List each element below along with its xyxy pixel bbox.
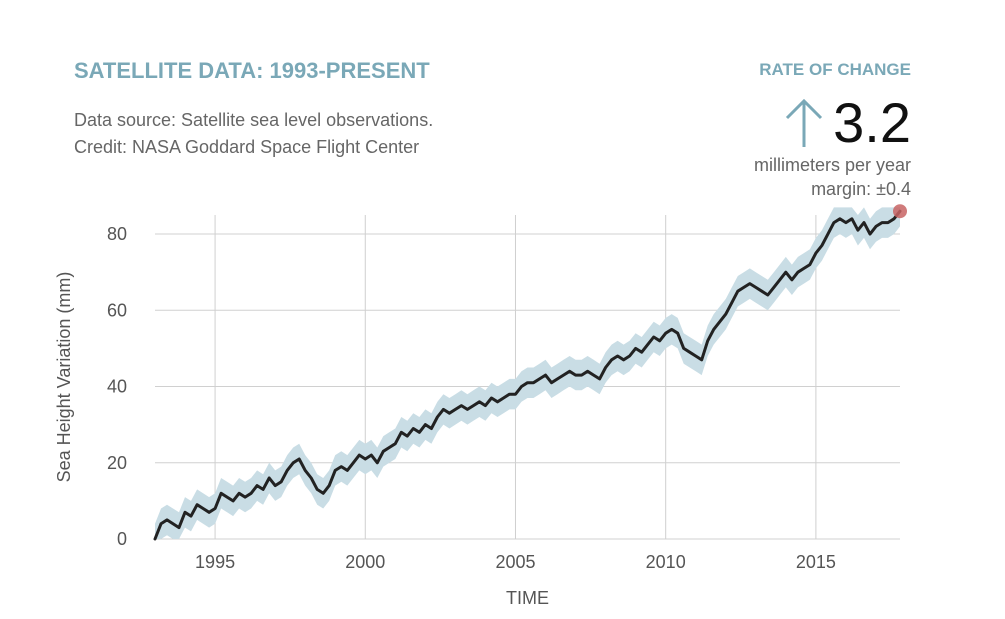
y-tick-label: 40 <box>107 377 127 397</box>
x-tick-label: 2005 <box>495 552 535 572</box>
x-tick-label: 2015 <box>796 552 836 572</box>
rate-of-change-heading: RATE OF CHANGE <box>759 60 911 79</box>
data-source-credit: Data source: Satellite sea level observa… <box>74 107 433 161</box>
axis-titles: TIME Sea Height Variation (mm) <box>54 272 549 608</box>
y-tick-label: 0 <box>117 529 127 549</box>
y-axis-title: Sea Height Variation (mm) <box>54 272 74 483</box>
credit-line: Credit: NASA Goddard Space Flight Center <box>74 137 420 157</box>
x-axis-title: TIME <box>506 588 549 608</box>
x-tick-label: 2010 <box>646 552 686 572</box>
rate-value: 3.2 <box>833 91 911 154</box>
x-tick-label: 1995 <box>195 552 235 572</box>
rate-unit: millimeters per year <box>753 155 911 175</box>
rate-value-row: 3.2 <box>783 88 911 158</box>
grid-lines <box>155 215 900 540</box>
uncertainty-band <box>155 207 900 539</box>
latest-value-point[interactable] <box>893 204 907 219</box>
y-tick-label: 80 <box>107 224 127 244</box>
uncertainty-band-layer <box>155 207 900 539</box>
y-tick-label: 60 <box>107 300 127 320</box>
page-title: SATELLITE DATA: 1993-PRESENT <box>74 58 430 83</box>
x-tick-label: 2000 <box>345 552 385 572</box>
data-source-line: Data source: Satellite sea level observa… <box>74 110 434 130</box>
series-line-layer <box>153 204 907 541</box>
rate-margin: margin: ±0.4 <box>811 179 911 199</box>
tick-labels: 0 20 40 60 80 1995 2000 2005 2010 2015 <box>107 224 836 572</box>
up-arrow-icon <box>786 98 823 147</box>
y-tick-label: 20 <box>107 453 127 473</box>
series-line <box>153 209 902 541</box>
